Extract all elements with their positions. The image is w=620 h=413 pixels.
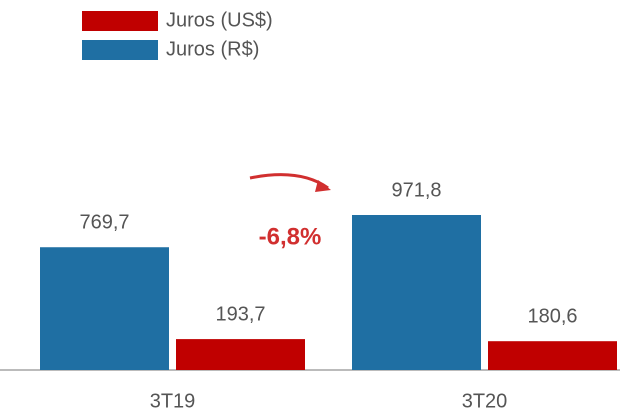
value-label: 193,7 — [215, 303, 265, 325]
legend-label: Juros (R$) — [166, 38, 259, 60]
arrow-head — [315, 180, 331, 192]
legend-swatch — [82, 11, 158, 31]
value-label: 971,8 — [391, 179, 441, 201]
value-label: 180,6 — [527, 305, 577, 327]
bar — [352, 215, 481, 370]
x-tick-label: 3T19 — [150, 390, 196, 412]
bar — [488, 341, 617, 370]
bar — [176, 339, 305, 370]
annotation: -6,8% — [259, 223, 322, 250]
legend-swatch — [82, 40, 158, 60]
value-label: 769,7 — [79, 212, 129, 234]
x-tick-label: 3T20 — [462, 390, 508, 412]
bar — [40, 247, 169, 370]
arrow — [249, 173, 329, 190]
legend-label: Juros (US$) — [166, 9, 273, 31]
